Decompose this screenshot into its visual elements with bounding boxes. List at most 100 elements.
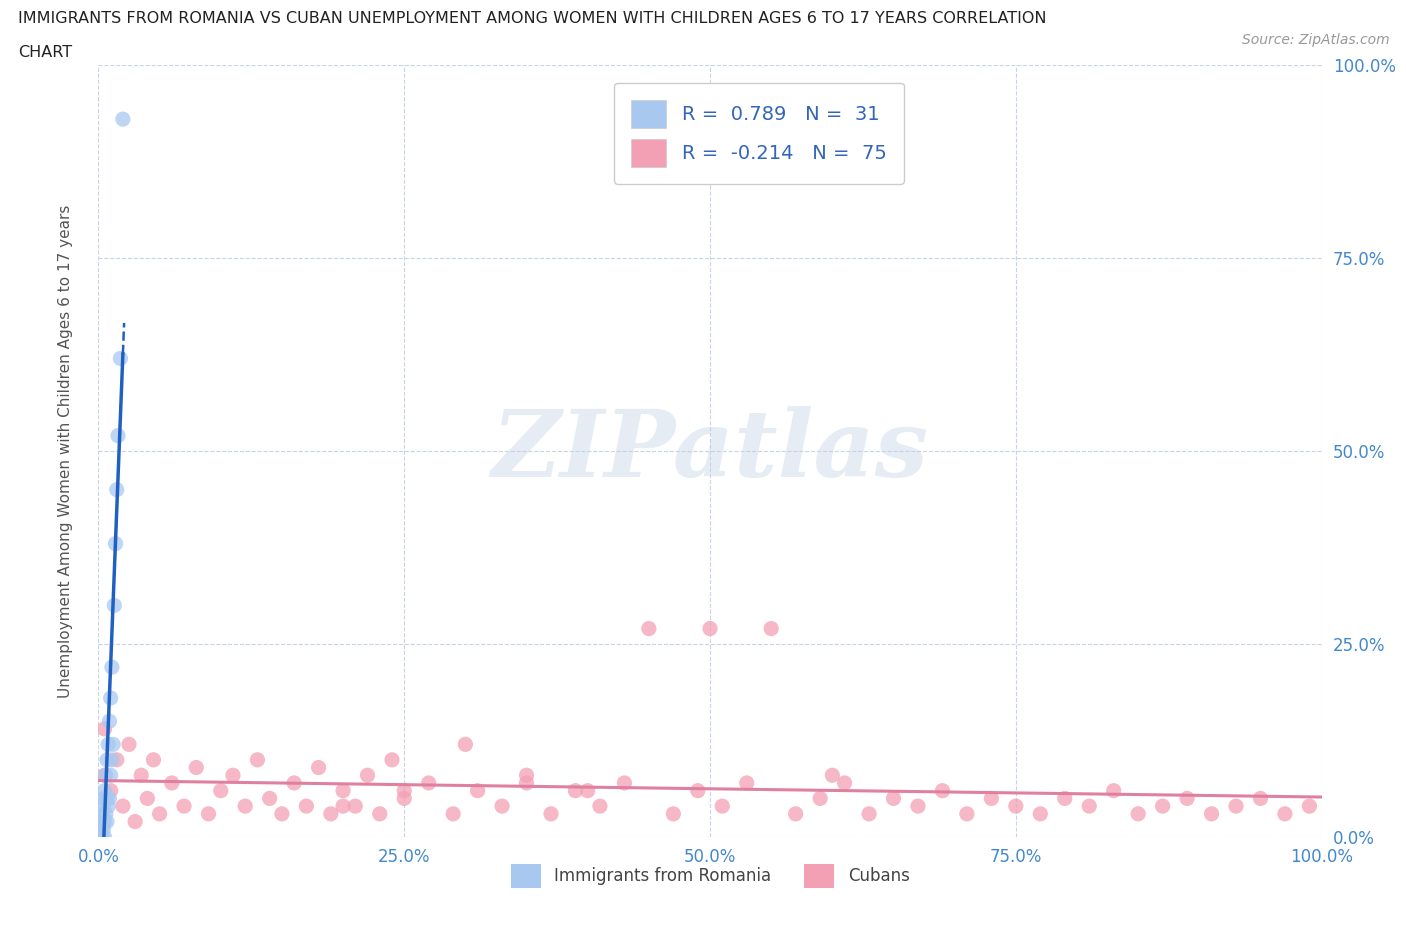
Point — [821, 768, 844, 783]
Point — [1029, 806, 1052, 821]
Point — [1128, 806, 1150, 821]
Point — [246, 752, 269, 767]
Point — [91, 830, 114, 844]
Point — [96, 814, 118, 829]
Point — [259, 790, 281, 805]
Point — [283, 776, 305, 790]
Point — [105, 752, 128, 767]
Point — [392, 783, 416, 798]
Point — [515, 768, 537, 783]
Point — [735, 776, 758, 790]
Point — [761, 621, 783, 636]
Point — [956, 806, 979, 821]
Point — [540, 806, 562, 821]
Point — [980, 790, 1002, 805]
Point — [197, 806, 219, 821]
Point — [270, 806, 294, 821]
Point — [931, 783, 953, 798]
Point — [1175, 790, 1198, 805]
Point — [515, 776, 537, 790]
Point — [104, 537, 127, 551]
Point — [91, 799, 114, 814]
Point — [319, 806, 342, 821]
Point — [101, 752, 124, 767]
Point — [441, 806, 464, 821]
Point — [101, 737, 124, 751]
Point — [711, 799, 734, 814]
Point — [93, 830, 115, 844]
Text: IMMIGRANTS FROM ROMANIA VS CUBAN UNEMPLOYMENT AMONG WOMEN WITH CHILDREN AGES 6 T: IMMIGRANTS FROM ROMANIA VS CUBAN UNEMPLO… — [18, 11, 1047, 26]
Point — [1249, 790, 1271, 805]
Point — [344, 799, 367, 814]
Point — [110, 351, 132, 365]
Point — [91, 814, 114, 829]
Point — [100, 768, 122, 783]
Point — [332, 783, 354, 798]
Point — [308, 760, 330, 775]
Point — [149, 806, 172, 821]
Point — [613, 776, 636, 790]
Point — [381, 752, 404, 767]
Point — [142, 752, 165, 767]
Point — [808, 790, 831, 805]
Point — [491, 799, 513, 814]
Point — [638, 621, 661, 636]
Point — [103, 598, 125, 613]
Point — [173, 799, 195, 814]
Point — [111, 112, 134, 126]
Point — [186, 760, 208, 775]
Point — [295, 799, 318, 814]
Point — [1298, 799, 1320, 814]
Point — [332, 799, 354, 814]
Point — [564, 783, 586, 798]
Point — [209, 783, 232, 798]
Point — [91, 806, 114, 821]
Point — [883, 790, 905, 805]
Point — [90, 822, 112, 837]
Point — [662, 806, 685, 821]
Point — [97, 799, 120, 814]
Point — [233, 799, 256, 814]
Point — [356, 768, 378, 783]
Text: Source: ZipAtlas.com: Source: ZipAtlas.com — [1241, 33, 1389, 46]
Point — [93, 722, 115, 737]
Point — [1225, 799, 1247, 814]
Point — [1102, 783, 1125, 798]
Point — [834, 776, 856, 790]
Point — [858, 806, 880, 821]
Point — [589, 799, 612, 814]
Point — [467, 783, 489, 798]
Point — [222, 768, 245, 783]
Point — [107, 428, 129, 443]
Text: ZIPatlas: ZIPatlas — [492, 406, 928, 496]
Point — [96, 790, 118, 805]
Point — [118, 737, 141, 751]
Point — [124, 814, 146, 829]
Point — [90, 830, 112, 844]
Point — [1004, 799, 1026, 814]
Point — [100, 783, 122, 798]
Point — [100, 691, 122, 706]
Point — [576, 783, 599, 798]
Point — [1201, 806, 1223, 821]
Point — [93, 814, 115, 829]
Point — [1078, 799, 1101, 814]
Point — [160, 776, 183, 790]
Point — [1274, 806, 1296, 821]
Legend: Immigrants from Romania, Cubans: Immigrants from Romania, Cubans — [503, 857, 917, 895]
Point — [418, 776, 440, 790]
Point — [94, 768, 117, 783]
Point — [98, 714, 121, 729]
Point — [101, 659, 124, 674]
Point — [136, 790, 159, 805]
Point — [368, 806, 391, 821]
Text: CHART: CHART — [18, 45, 72, 60]
Y-axis label: Unemployment Among Women with Children Ages 6 to 17 years: Unemployment Among Women with Children A… — [59, 205, 73, 698]
Point — [105, 482, 128, 497]
Point — [97, 737, 120, 751]
Point — [129, 768, 152, 783]
Point — [907, 799, 929, 814]
Point — [392, 790, 416, 805]
Point — [91, 790, 114, 805]
Point — [91, 822, 114, 837]
